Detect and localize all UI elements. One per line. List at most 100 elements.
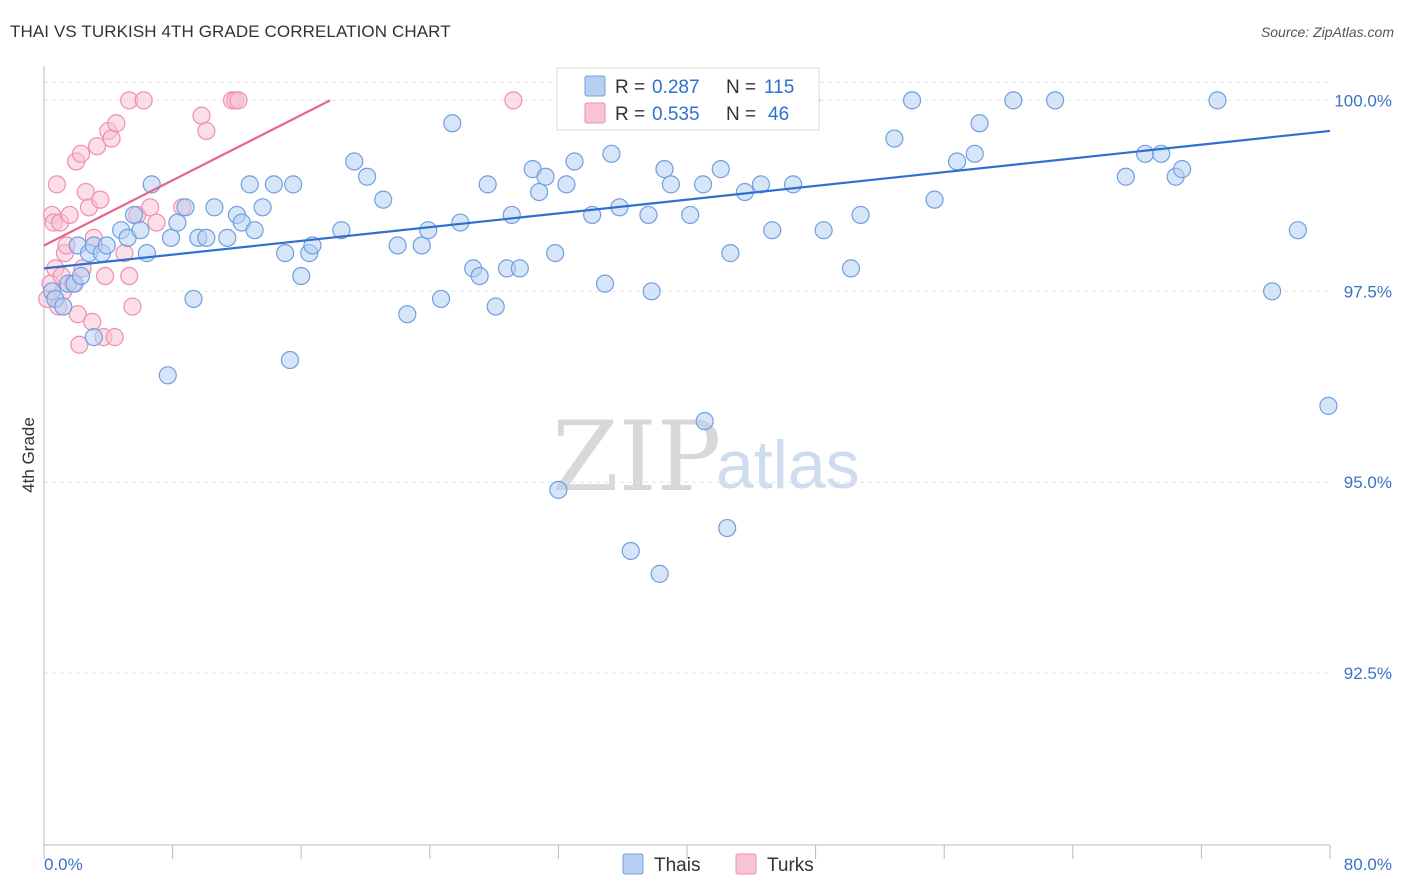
turks-point-23: [91, 190, 110, 209]
turks-point-30: [123, 297, 142, 316]
chart-title: THAI VS TURKISH 4TH GRADE CORRELATION CH…: [10, 22, 451, 41]
thais-point-47: [470, 266, 489, 286]
turks-point-32: [70, 335, 89, 354]
thais-point-58: [565, 152, 584, 171]
thais-point-80: [885, 129, 904, 148]
thais-point-70: [711, 160, 730, 179]
legend-r-value-thais: 0.287: [652, 77, 700, 98]
thais-point-83: [947, 152, 967, 171]
thais-point-104: [650, 564, 669, 583]
thais-point-98: [158, 366, 177, 385]
thais-point-88: [1116, 167, 1135, 186]
y-tick-labels: 92.5% 95.0% 97.5% 100.0%: [1334, 91, 1392, 683]
thais-point-89: [1136, 144, 1155, 163]
thais-point-74: [763, 221, 782, 240]
thais-point-100: [84, 328, 103, 347]
thais-point-21: [197, 228, 216, 247]
thais-point-103: [621, 541, 640, 561]
thais-point-41: [412, 236, 431, 255]
turks-point-22: [87, 137, 107, 156]
thais-point-26: [240, 175, 259, 194]
thais-point-55: [536, 167, 555, 186]
bottom-legend-swatch-turks: [735, 853, 757, 875]
watermark-zip: ZIP: [552, 401, 721, 513]
turks-point-5: [47, 175, 66, 194]
legend-n-value-thais: 115: [764, 77, 794, 98]
turks-point-24: [95, 266, 115, 286]
thais-point-99: [184, 289, 203, 309]
thais-point-2: [54, 297, 73, 316]
turks-point-29: [120, 266, 139, 286]
thais-point-22: [205, 198, 224, 217]
legend-r-label-turks: R =: [615, 104, 645, 125]
x-tick-label-min: 0.0%: [44, 855, 83, 874]
source-label: Source: ZipAtlas.com: [1260, 24, 1394, 40]
thais-point-60: [595, 274, 615, 293]
turks-point-12: [60, 205, 79, 225]
thais-point-96: [1319, 396, 1338, 415]
thais-point-75: [783, 175, 803, 194]
turks-point-34: [105, 328, 124, 347]
legend-n-label-thais: N =: [726, 77, 756, 98]
thais-point-81: [902, 91, 922, 110]
thais-point-56: [546, 244, 565, 263]
thais-point-61: [602, 144, 621, 163]
turks-point-16: [71, 144, 91, 163]
thais-point-42: [419, 221, 438, 240]
thais-point-43: [431, 289, 451, 309]
trend-lines: [43, 99, 1331, 270]
thais-point-65: [642, 282, 661, 301]
turks-point-27: [107, 114, 126, 133]
thais-point-64: [639, 205, 658, 225]
thais-point-51: [502, 205, 521, 225]
thais-point-57: [557, 175, 576, 194]
axes: [43, 66, 1331, 859]
thais-point-54: [530, 182, 549, 202]
turks-point-15: [68, 305, 87, 324]
turks-point-36: [147, 213, 166, 232]
thais-point-68: [681, 205, 700, 225]
thais-point-29: [264, 175, 283, 194]
turks-trend-line: [43, 99, 331, 247]
y-tick-label-2: 97.5%: [1344, 282, 1392, 301]
y-tick-label-0: 92.5%: [1344, 664, 1392, 683]
thais-point-66: [655, 160, 674, 179]
thais-point-30: [276, 244, 295, 263]
thais-point-23: [218, 228, 237, 247]
legend-r-value-turks: 0.535: [652, 104, 700, 125]
thais-point-86: [1004, 91, 1023, 110]
thais-point-31: [284, 175, 303, 194]
legend: R = 0.287 N = 115 R = 0.535 N = 46: [556, 67, 820, 131]
turks-point-20: [83, 312, 102, 331]
series-turks-points: [38, 91, 523, 354]
bottom-legend: Thais Turks: [622, 853, 814, 876]
thais-point-95: [1288, 221, 1307, 240]
thais-point-84: [965, 144, 984, 163]
turks-point-35: [140, 198, 160, 217]
thais-point-71: [721, 244, 740, 263]
x-tick-labels: 0.0% 80.0%: [44, 855, 1392, 874]
thais-point-38: [374, 190, 393, 209]
thais-point-19: [176, 198, 195, 217]
turks-point-38: [192, 106, 211, 125]
legend-swatch-turks: [584, 102, 606, 124]
x-tick-label-max: 80.0%: [1344, 855, 1392, 874]
thais-point-17: [161, 228, 181, 247]
bottom-legend-swatch-thais: [622, 853, 644, 875]
thais-point-82: [925, 190, 944, 209]
thais-point-18: [168, 213, 187, 232]
thais-point-49: [486, 297, 505, 316]
thais-point-27: [245, 221, 264, 240]
turks-point-45: [504, 91, 523, 110]
bottom-legend-label-thais: Thais: [654, 855, 700, 876]
legend-swatch-thais: [584, 75, 606, 97]
thais-point-37: [358, 167, 377, 186]
thais-point-73: [751, 175, 771, 194]
y-tick-label-1: 95.0%: [1344, 473, 1392, 492]
thais-point-14: [131, 221, 150, 240]
thais-trend-line: [43, 129, 1331, 270]
thais-point-93: [1208, 91, 1227, 110]
turks-point-42: [229, 91, 248, 110]
y-tick-label-3: 100.0%: [1334, 91, 1392, 110]
